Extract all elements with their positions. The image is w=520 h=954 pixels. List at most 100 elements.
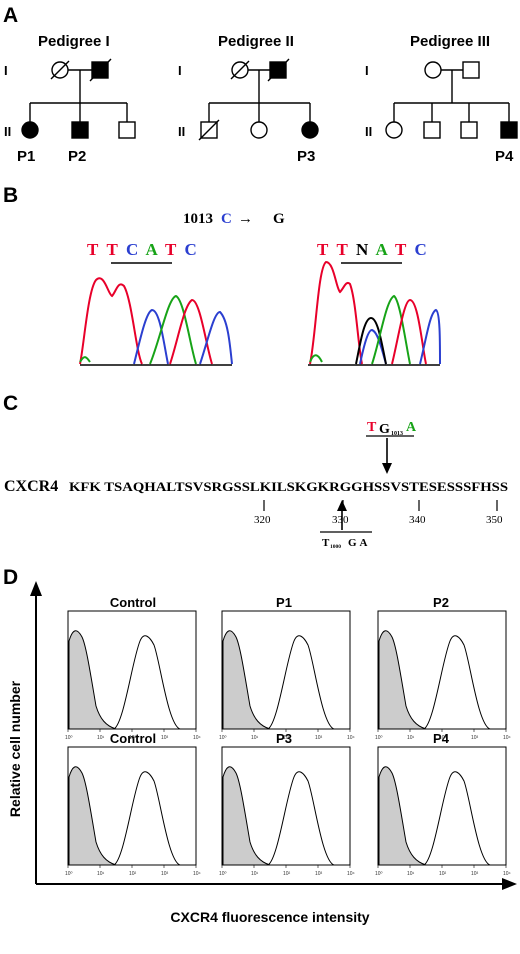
x-tick-label: 10³: [471, 871, 479, 877]
trace-a: [149, 294, 197, 365]
base-call: T: [337, 240, 349, 259]
x-tick-label: 10⁰: [65, 735, 73, 741]
trace-t: [309, 260, 363, 365]
trace-a: [309, 354, 323, 363]
trace-t: [79, 277, 143, 365]
histogram-title: Control: [110, 595, 156, 610]
protein-name: CXCR4: [4, 478, 58, 495]
generation-label: I: [4, 63, 8, 78]
x-tick-label: 10¹: [251, 871, 259, 877]
base-call: N: [356, 240, 369, 259]
x-tick-label: 10²: [129, 735, 137, 741]
base-call: C: [185, 240, 197, 259]
trace-c: [419, 308, 441, 365]
x-tick-label: 10¹: [97, 735, 105, 741]
x-tick-label: 10⁰: [375, 735, 383, 741]
base-call: T: [165, 240, 177, 259]
cxcr4-peak: [423, 635, 491, 730]
histogram-title: P4: [433, 731, 450, 746]
y-axis-label: Relative cell number: [7, 680, 23, 817]
x-tick-label: 10¹: [407, 735, 415, 741]
isotype-peak: [68, 630, 117, 730]
affected-male-symbol: [500, 121, 518, 139]
panel-label-a: A: [3, 4, 18, 27]
deceased-mark: [50, 60, 70, 80]
pedigree-title: Pedigree II: [218, 33, 294, 50]
mutant-chromatogram: [308, 260, 441, 366]
panel-label-c: C: [3, 392, 18, 415]
deceased-mark: [198, 119, 220, 141]
pedigree-2: Pedigree II I II P3: [178, 33, 319, 165]
x-tick-label: 10⁰: [219, 735, 227, 741]
frameshift-arrowhead: [337, 500, 347, 511]
x-tick-label: 10³: [315, 735, 323, 741]
histogram-title: P2: [433, 595, 449, 610]
x-tick-label: 10²: [129, 871, 137, 877]
patient-label: P2: [68, 148, 86, 165]
pedigree-1: Pedigree I I II P1 P2: [4, 33, 136, 165]
base-call: T: [317, 240, 329, 259]
flow-histogram: 10⁰ 10¹ 10² 10³ 10⁴: [65, 610, 201, 741]
codon-base-t: T: [322, 537, 330, 549]
residue-ticks: [263, 500, 498, 511]
unaffected-male-symbol: [118, 121, 136, 139]
x-axis-label: CXCR4 fluorescence intensity: [170, 909, 369, 925]
isotype-peak: [378, 630, 427, 730]
trace-t: [391, 298, 427, 365]
histogram-title: Control: [110, 731, 156, 746]
x-tick-label: 10³: [161, 871, 169, 877]
unaffected-female-symbol: [385, 121, 403, 139]
mutation-from-base: C: [221, 211, 232, 227]
tick-label: 320: [254, 514, 271, 526]
flow-histogram: 10⁰ 10¹ 10² 10³ 10⁴: [375, 610, 511, 741]
isotype-peak: [68, 766, 117, 866]
generation-label: II: [178, 124, 185, 139]
trace-g: [355, 316, 387, 365]
base-call: A: [376, 240, 389, 259]
x-tick-label: 10²: [439, 871, 447, 877]
lower-codon-label: T 1000 GA: [322, 537, 371, 550]
cxcr4-peak: [267, 635, 335, 730]
base-call: T: [87, 240, 99, 259]
codon-base-a: A: [406, 420, 417, 435]
generation-label: II: [4, 124, 11, 139]
trace-t: [169, 298, 213, 365]
x-tick-label: 10²: [283, 735, 291, 741]
x-tick-label: 10⁴: [347, 735, 355, 741]
x-tick-label: 10⁴: [347, 871, 355, 877]
pedigree-title: Pedigree III: [410, 33, 490, 50]
x-tick-label: 10³: [315, 871, 323, 877]
flow-histogram: 10⁰ 10¹ 10² 10³ 10⁴: [219, 746, 355, 877]
tick-label: 340: [409, 514, 426, 526]
x-tick-label: 10⁰: [65, 871, 73, 877]
x-tick-label: 10⁴: [193, 735, 201, 741]
cxcr4-peak: [113, 771, 181, 866]
panel-label-b: B: [3, 184, 18, 207]
generation-label: II: [365, 124, 372, 139]
codon-base-t: T: [367, 420, 377, 435]
cxcr4-peak: [113, 635, 181, 730]
codon-rest: GA: [348, 537, 371, 549]
deceased-mark: [230, 60, 250, 80]
deceased-mark: [267, 58, 290, 82]
affected-female-symbol: [301, 121, 319, 139]
flow-histogram: 10⁰ 10¹ 10² 10³ 10⁴: [65, 746, 201, 877]
x-tick-label: 10²: [283, 871, 291, 877]
x-tick-label: 10¹: [407, 871, 415, 877]
affected-male-symbol: [71, 121, 89, 139]
x-tick-label: 10⁰: [375, 871, 383, 877]
x-tick-label: 10³: [161, 735, 169, 741]
histogram-title: P1: [276, 595, 292, 610]
panel-label-d: D: [3, 566, 18, 589]
cxcr4-peak: [423, 771, 491, 866]
tick-label: 330: [332, 514, 349, 526]
patient-label: P1: [17, 148, 35, 165]
cxcr4-peak: [267, 771, 335, 866]
x-axis-arrowhead: [502, 878, 517, 890]
flow-histogram: 10⁰ 10¹ 10² 10³ 10⁴: [375, 746, 511, 877]
codon-base-g: G: [379, 422, 390, 437]
y-axis-arrowhead: [30, 581, 42, 596]
